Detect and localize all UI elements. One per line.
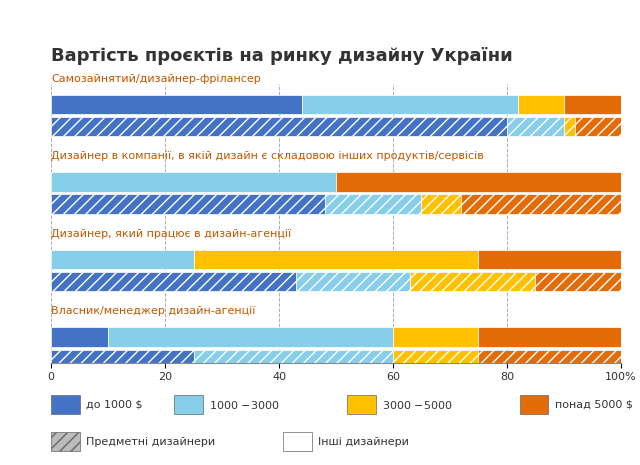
Bar xyxy=(193,250,478,269)
Text: Дизайнер, який працює в дизайн-агенції: Дизайнер, який працює в дизайн-агенції xyxy=(51,229,291,239)
Bar xyxy=(564,117,575,136)
Bar xyxy=(478,327,621,347)
Bar xyxy=(324,194,421,214)
Bar xyxy=(51,350,193,369)
Bar xyxy=(51,173,336,192)
Bar xyxy=(461,194,621,214)
Bar xyxy=(51,272,296,292)
Text: 3000 $ - 5000 $: 3000 $ - 5000 $ xyxy=(382,399,452,411)
Text: 1000 $ - 3000 $: 1000 $ - 3000 $ xyxy=(209,399,280,411)
Bar xyxy=(410,272,535,292)
Bar xyxy=(51,95,302,114)
Text: до 1000 $: до 1000 $ xyxy=(86,399,143,410)
Text: Дизайнер в компанії, в якій дизайн є складовою інших продуктів/сервісів: Дизайнер в компанії, в якій дизайн є скл… xyxy=(51,151,484,161)
Bar xyxy=(535,272,621,292)
Text: Предметні дизайнери: Предметні дизайнери xyxy=(86,437,216,447)
Bar xyxy=(51,250,193,269)
Text: Самозайнятий/дизайнер-фрілансер: Самозайнятий/дизайнер-фрілансер xyxy=(51,73,261,84)
Bar xyxy=(51,194,324,214)
Bar xyxy=(302,95,518,114)
Bar xyxy=(421,194,461,214)
Bar xyxy=(575,117,621,136)
Text: Інші дизайнери: Інші дизайнери xyxy=(318,437,409,447)
Bar xyxy=(51,117,507,136)
Text: Власник/менеджер дизайн-агенції: Власник/менеджер дизайн-агенції xyxy=(51,306,255,316)
Bar xyxy=(518,95,564,114)
Bar xyxy=(507,117,564,136)
Bar xyxy=(478,250,621,269)
Text: Вартість проєктів на ринку дизайну України: Вартість проєктів на ринку дизайну Украї… xyxy=(51,47,513,65)
Bar xyxy=(51,327,108,347)
Bar xyxy=(193,350,393,369)
Bar xyxy=(564,95,621,114)
Text: понад 5000 $: понад 5000 $ xyxy=(555,399,633,410)
Bar xyxy=(296,272,410,292)
Bar xyxy=(393,350,478,369)
Bar xyxy=(108,327,393,347)
Bar xyxy=(336,173,621,192)
Bar xyxy=(393,327,478,347)
Bar xyxy=(478,350,621,369)
